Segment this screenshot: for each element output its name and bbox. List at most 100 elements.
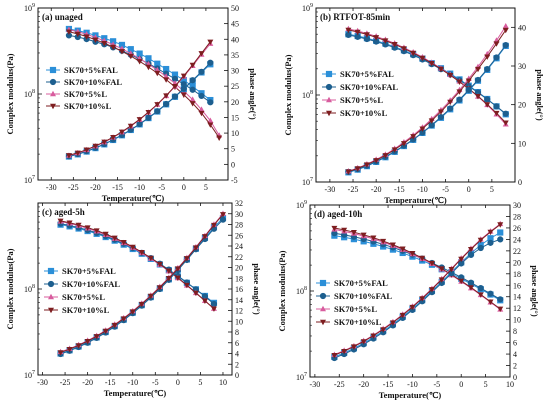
x-tick-label: 5 xyxy=(490,185,494,194)
phase-point-sk70-10-l xyxy=(171,83,178,90)
legend-label: SK70+10%FAL xyxy=(340,82,398,92)
phase-point-sk70-10-l xyxy=(373,158,380,164)
legend-marker-sk70-5-l xyxy=(48,293,54,300)
phase-point-sk70-10-l xyxy=(360,339,367,345)
legend-marker-sk70-5-fal xyxy=(49,66,57,74)
phase-point-sk70-10-l xyxy=(127,123,134,130)
phase-point-sk70-10-l xyxy=(65,153,72,159)
phase-point-sk70-5-fal xyxy=(497,229,504,236)
x-tick-label: -5 xyxy=(152,378,159,387)
y2-tick-label: 0 xyxy=(518,178,522,187)
modulus-point-sk70-10-l xyxy=(92,37,99,43)
phase-point-sk70-10-fal xyxy=(467,251,475,258)
phase-point-sk70-10-l xyxy=(120,316,127,322)
phase-point-sk70-10-l xyxy=(363,162,370,168)
modulus-point-sk70-10-l xyxy=(183,282,190,289)
y2-tick-label: 18 xyxy=(235,274,243,283)
phase-point-sk70-10-l xyxy=(456,89,463,95)
modulus-point-sk70-10-l xyxy=(57,218,64,225)
x-tick-label: -5 xyxy=(442,185,449,194)
x-tick-label: -25 xyxy=(348,185,359,194)
y2-tick-label: 32 xyxy=(235,199,243,208)
y2-tick-label: 50 xyxy=(231,4,239,13)
x-tick-label: -25 xyxy=(334,380,345,389)
phase-point-sk70-10-l xyxy=(147,293,154,300)
phase-point-sk70-10-l xyxy=(484,54,491,60)
modulus-point-sk70-10-l xyxy=(477,292,484,298)
phase-point-sk70-10-l xyxy=(497,222,504,228)
legend-label: SK70+10%L xyxy=(62,305,110,315)
modulus-point-sk70-10-l xyxy=(216,135,223,141)
y-tick-label: 107 xyxy=(24,370,35,380)
phase-point-sk70-10-l xyxy=(382,153,389,159)
x-tick-label: -10 xyxy=(134,183,145,192)
legend-marker-sk70-10-l xyxy=(326,110,332,117)
y2-tick-label: 24 xyxy=(513,235,521,244)
x-tick-label: -20 xyxy=(82,378,93,387)
y2-tick-label: 4 xyxy=(513,350,517,359)
phase-point-sk70-10-l xyxy=(180,73,187,80)
phase-point-sk70-10-l xyxy=(465,78,472,84)
x-tick-label: -20 xyxy=(371,185,382,194)
modulus-point-sk70-10-l xyxy=(74,31,81,38)
panel-d: -30 -25 -20 -15 -10 -5 0 5 101071081090246810121… xyxy=(277,200,540,400)
x-axis-label: Temperature(℃) xyxy=(379,390,442,400)
x-tick-label: -30 xyxy=(310,380,321,389)
modulus-point-sk70-10-l xyxy=(120,240,127,246)
y2-tick-label: 10 xyxy=(513,316,521,325)
panel-a: -30 -25 -20 -15 -10 -5 0 5 107 108 109 -5 0 5 10 15 20 25… xyxy=(5,3,258,203)
modulus-point-sk70-10-l xyxy=(127,53,134,60)
y2-tick-label: 15 xyxy=(231,113,239,122)
legend-label: SK70+10%L xyxy=(64,101,112,111)
phase-point-sk70-10-fal xyxy=(219,216,227,223)
phase-point-sk70-5-l xyxy=(502,22,509,29)
modulus-point-sk70-10-fal xyxy=(493,103,500,110)
phase-point-sk70-10-l xyxy=(419,126,426,132)
phase-point-sk70-10-l xyxy=(145,109,152,116)
modulus-point-sk70-10-l xyxy=(189,101,196,107)
y-axis-label: Complex modulus(Pa) xyxy=(5,53,15,134)
x-axis-label: Temperature(℃) xyxy=(104,388,167,398)
phase-point-sk70-10-l xyxy=(201,234,208,240)
modulus-point-sk70-10-l xyxy=(192,290,199,297)
modulus-point-sk70-10-l xyxy=(484,102,491,108)
phase-line-sk70-5-l xyxy=(334,223,501,356)
y2-tick-label: 10 xyxy=(231,129,239,138)
phase-point-sk70-10-fal xyxy=(437,113,445,121)
legend-label: SK70+5%FAL xyxy=(340,69,394,79)
legend-marker-sk70-10-fal xyxy=(47,280,55,288)
y2-tick-label: -5 xyxy=(231,176,238,185)
y2-tick-label: 26 xyxy=(513,224,521,233)
y2-tick-label: 8 xyxy=(235,328,239,337)
y2-tick-label: 14 xyxy=(235,296,243,305)
legend-marker-sk70-10-l xyxy=(320,319,326,326)
x-tick-label: -15 xyxy=(112,183,123,192)
modulus-point-sk70-10-l xyxy=(428,260,435,267)
modulus-point-sk70-10-l xyxy=(341,227,348,234)
modulus-point-sk70-5-fal xyxy=(145,55,152,62)
y2-tick-label: 10 xyxy=(235,317,243,326)
modulus-point-sk70-10-l xyxy=(474,93,481,100)
y2-tick-label: 24 xyxy=(235,242,243,251)
phase-point-sk70-10-l xyxy=(400,141,407,147)
modulus-point-sk70-10-l xyxy=(354,29,361,36)
y2-tick-label: 28 xyxy=(513,212,521,221)
phase-point-sk70-10-l xyxy=(75,343,82,349)
y2-axis-label: phase angle(°) xyxy=(252,263,262,315)
phase-point-sk70-10-fal xyxy=(474,76,482,84)
x-tick-label: -30 xyxy=(37,378,48,387)
x-tick-label: -25 xyxy=(60,378,71,387)
modulus-point-sk70-10-l xyxy=(380,238,387,245)
phase-point-sk70-10-l xyxy=(354,166,361,172)
y2-tick-label: 45 xyxy=(231,20,239,29)
phase-point-sk70-10-fal xyxy=(189,77,196,84)
modulus-point-sk70-5-l xyxy=(163,73,170,79)
legend-marker-sk70-5-fal xyxy=(47,267,55,275)
x-axis-label: Temperature(℃) xyxy=(384,195,447,205)
panel-title: (d) aged-10h xyxy=(314,209,362,219)
legend-label: SK70+10%FAL xyxy=(62,279,120,289)
phase-point-sk70-10-l xyxy=(192,245,199,251)
y2-tick-label: 25 xyxy=(231,82,239,91)
phase-point-sk70-10-l xyxy=(183,256,190,262)
modulus-point-sk70-10-l xyxy=(102,231,109,238)
